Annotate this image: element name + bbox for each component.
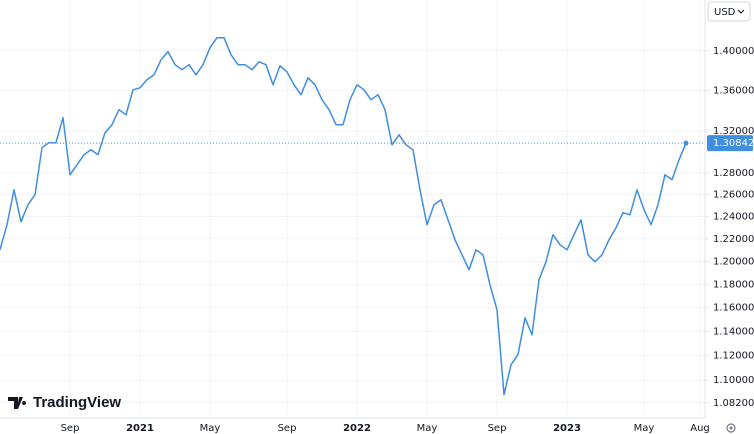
y-tick-label: 1.08200 [713, 398, 754, 409]
last-price-dot [683, 140, 689, 146]
x-tick-label: Sep [278, 423, 297, 434]
logo-text[interactable]: TradingView [33, 394, 121, 411]
y-tick-label: 1.14000 [713, 326, 754, 337]
y-tick-label: 1.28000 [713, 168, 754, 179]
logo-icon[interactable] [8, 397, 27, 409]
x-tick-label: 2023 [553, 423, 581, 434]
x-tick-label: May [417, 423, 438, 434]
settings-icon-center [729, 426, 733, 430]
last-price-box [707, 135, 753, 152]
y-tick-label: 1.24000 [713, 212, 754, 223]
y-tick-label: 1.40000 [713, 46, 754, 57]
price-line [0, 36, 687, 396]
x-tick-label: 2022 [343, 423, 371, 434]
settings-icon[interactable] [726, 423, 736, 433]
x-tick-label: Sep [488, 423, 507, 434]
y-tick-label: 1.20000 [713, 256, 754, 267]
x-tick-label: Sep [61, 423, 80, 434]
currency-label[interactable]: USD [714, 7, 736, 18]
y-tick-label: 1.32000 [713, 126, 754, 137]
logo[interactable]: TradingView [8, 394, 121, 411]
last-price-label: 1.30842 [713, 138, 754, 149]
settings[interactable] [726, 423, 736, 433]
x-tick-label: Aug [690, 423, 710, 434]
dropdown-arrow [737, 9, 745, 14]
y-tick-label: 1.36000 [713, 85, 754, 96]
y-tick-label: 1.18000 [713, 279, 754, 290]
y-tick-label: 1.12000 [713, 351, 754, 362]
y-tick-label: 1.10000 [713, 375, 754, 386]
currency-select[interactable]: USD [707, 1, 751, 22]
x-tick-label: May [634, 423, 655, 434]
x-tick-label: May [200, 423, 221, 434]
y-tick-label: 1.16000 [713, 303, 754, 314]
y-tick-label: 1.22000 [713, 234, 754, 245]
y-tick-label: 1.26000 [713, 190, 754, 201]
x-tick-label: 2021 [126, 423, 154, 434]
currency-box[interactable] [707, 1, 751, 22]
